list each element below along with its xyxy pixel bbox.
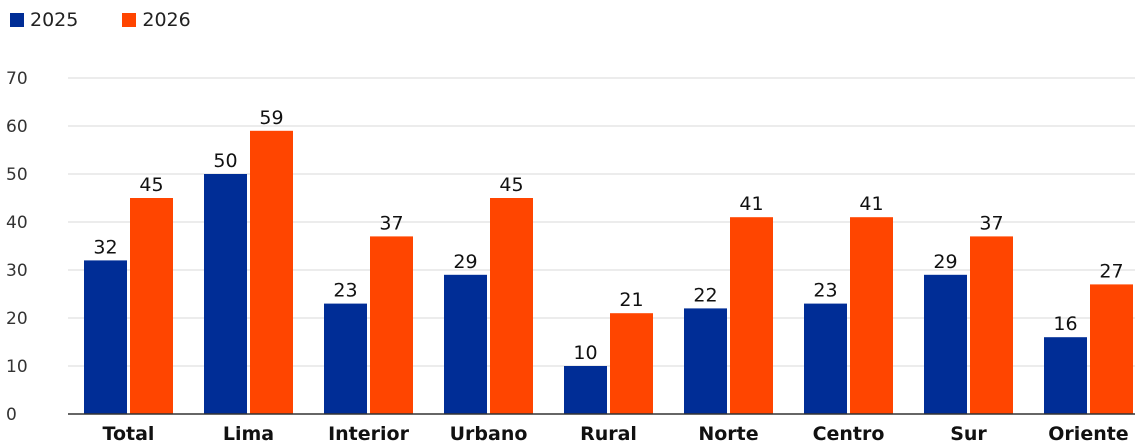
legend-swatch-2026 [122, 13, 137, 27]
bar-2025-sur [924, 274, 967, 414]
bar-2025-total [84, 260, 127, 414]
bar-2026-total [130, 198, 173, 414]
y-tick-label: 30 [6, 261, 28, 281]
data-label: 50 [213, 150, 237, 172]
data-label: 29 [453, 251, 477, 273]
y-tick-label: 0 [6, 405, 17, 425]
bar-2025-rural [564, 366, 607, 414]
bar-2025-urbano [444, 274, 487, 414]
data-label: 22 [693, 284, 717, 306]
bar-2026-interior [370, 236, 413, 414]
x-category-label: Total [103, 423, 155, 443]
bar-2026-norte [730, 217, 773, 414]
x-category-label: Norte [698, 423, 758, 443]
data-label: 21 [619, 289, 643, 311]
data-label: 45 [139, 174, 163, 196]
bar-2025-norte [684, 308, 727, 414]
data-label: 45 [499, 174, 523, 196]
legend-label-2025: 2025 [30, 9, 79, 31]
data-label: 23 [813, 280, 837, 302]
y-tick-label: 70 [6, 69, 28, 89]
y-tick-label: 60 [6, 117, 28, 137]
data-label: 16 [1053, 313, 1077, 335]
y-tick-label: 10 [6, 357, 28, 377]
x-category-label: Centro [813, 423, 885, 443]
bar-2026-centro [850, 217, 893, 414]
y-tick-label: 20 [6, 309, 28, 329]
bar-2026-oriente [1090, 284, 1133, 414]
data-label: 59 [259, 107, 283, 129]
data-label: 41 [739, 193, 763, 215]
data-label: 32 [93, 236, 117, 258]
bar-2025-oriente [1044, 337, 1087, 414]
data-label: 41 [859, 193, 883, 215]
bar-2026-sur [970, 236, 1013, 414]
x-category-label: Sur [950, 423, 987, 443]
legend: 2025 2026 [10, 8, 235, 32]
x-category-label: Lima [223, 423, 274, 443]
legend-swatch-2025 [10, 13, 24, 27]
legend-label-2026: 2026 [142, 9, 191, 31]
data-label: 29 [933, 251, 957, 273]
y-tick-label: 50 [6, 165, 28, 185]
bar-2026-lima [250, 130, 293, 415]
data-label: 23 [333, 280, 357, 302]
legend-item-2025: 2025 [10, 9, 78, 31]
bar-2026-urbano [490, 198, 533, 414]
data-label: 10 [573, 342, 597, 364]
data-label: 27 [1099, 260, 1123, 282]
x-category-label: Urbano [450, 423, 528, 443]
x-category-label: Interior [328, 423, 410, 443]
bar-2025-centro [804, 303, 847, 414]
bar-2025-interior [324, 303, 367, 414]
bar-2025-lima [204, 174, 247, 414]
data-label: 37 [379, 212, 403, 234]
y-tick-label: 40 [6, 213, 28, 233]
data-label: 37 [979, 212, 1003, 234]
legend-item-2026: 2026 [122, 9, 191, 31]
bar-2026-rural [610, 313, 653, 414]
x-category-label: Oriente [1048, 423, 1128, 443]
x-category-label: Rural [580, 423, 637, 443]
